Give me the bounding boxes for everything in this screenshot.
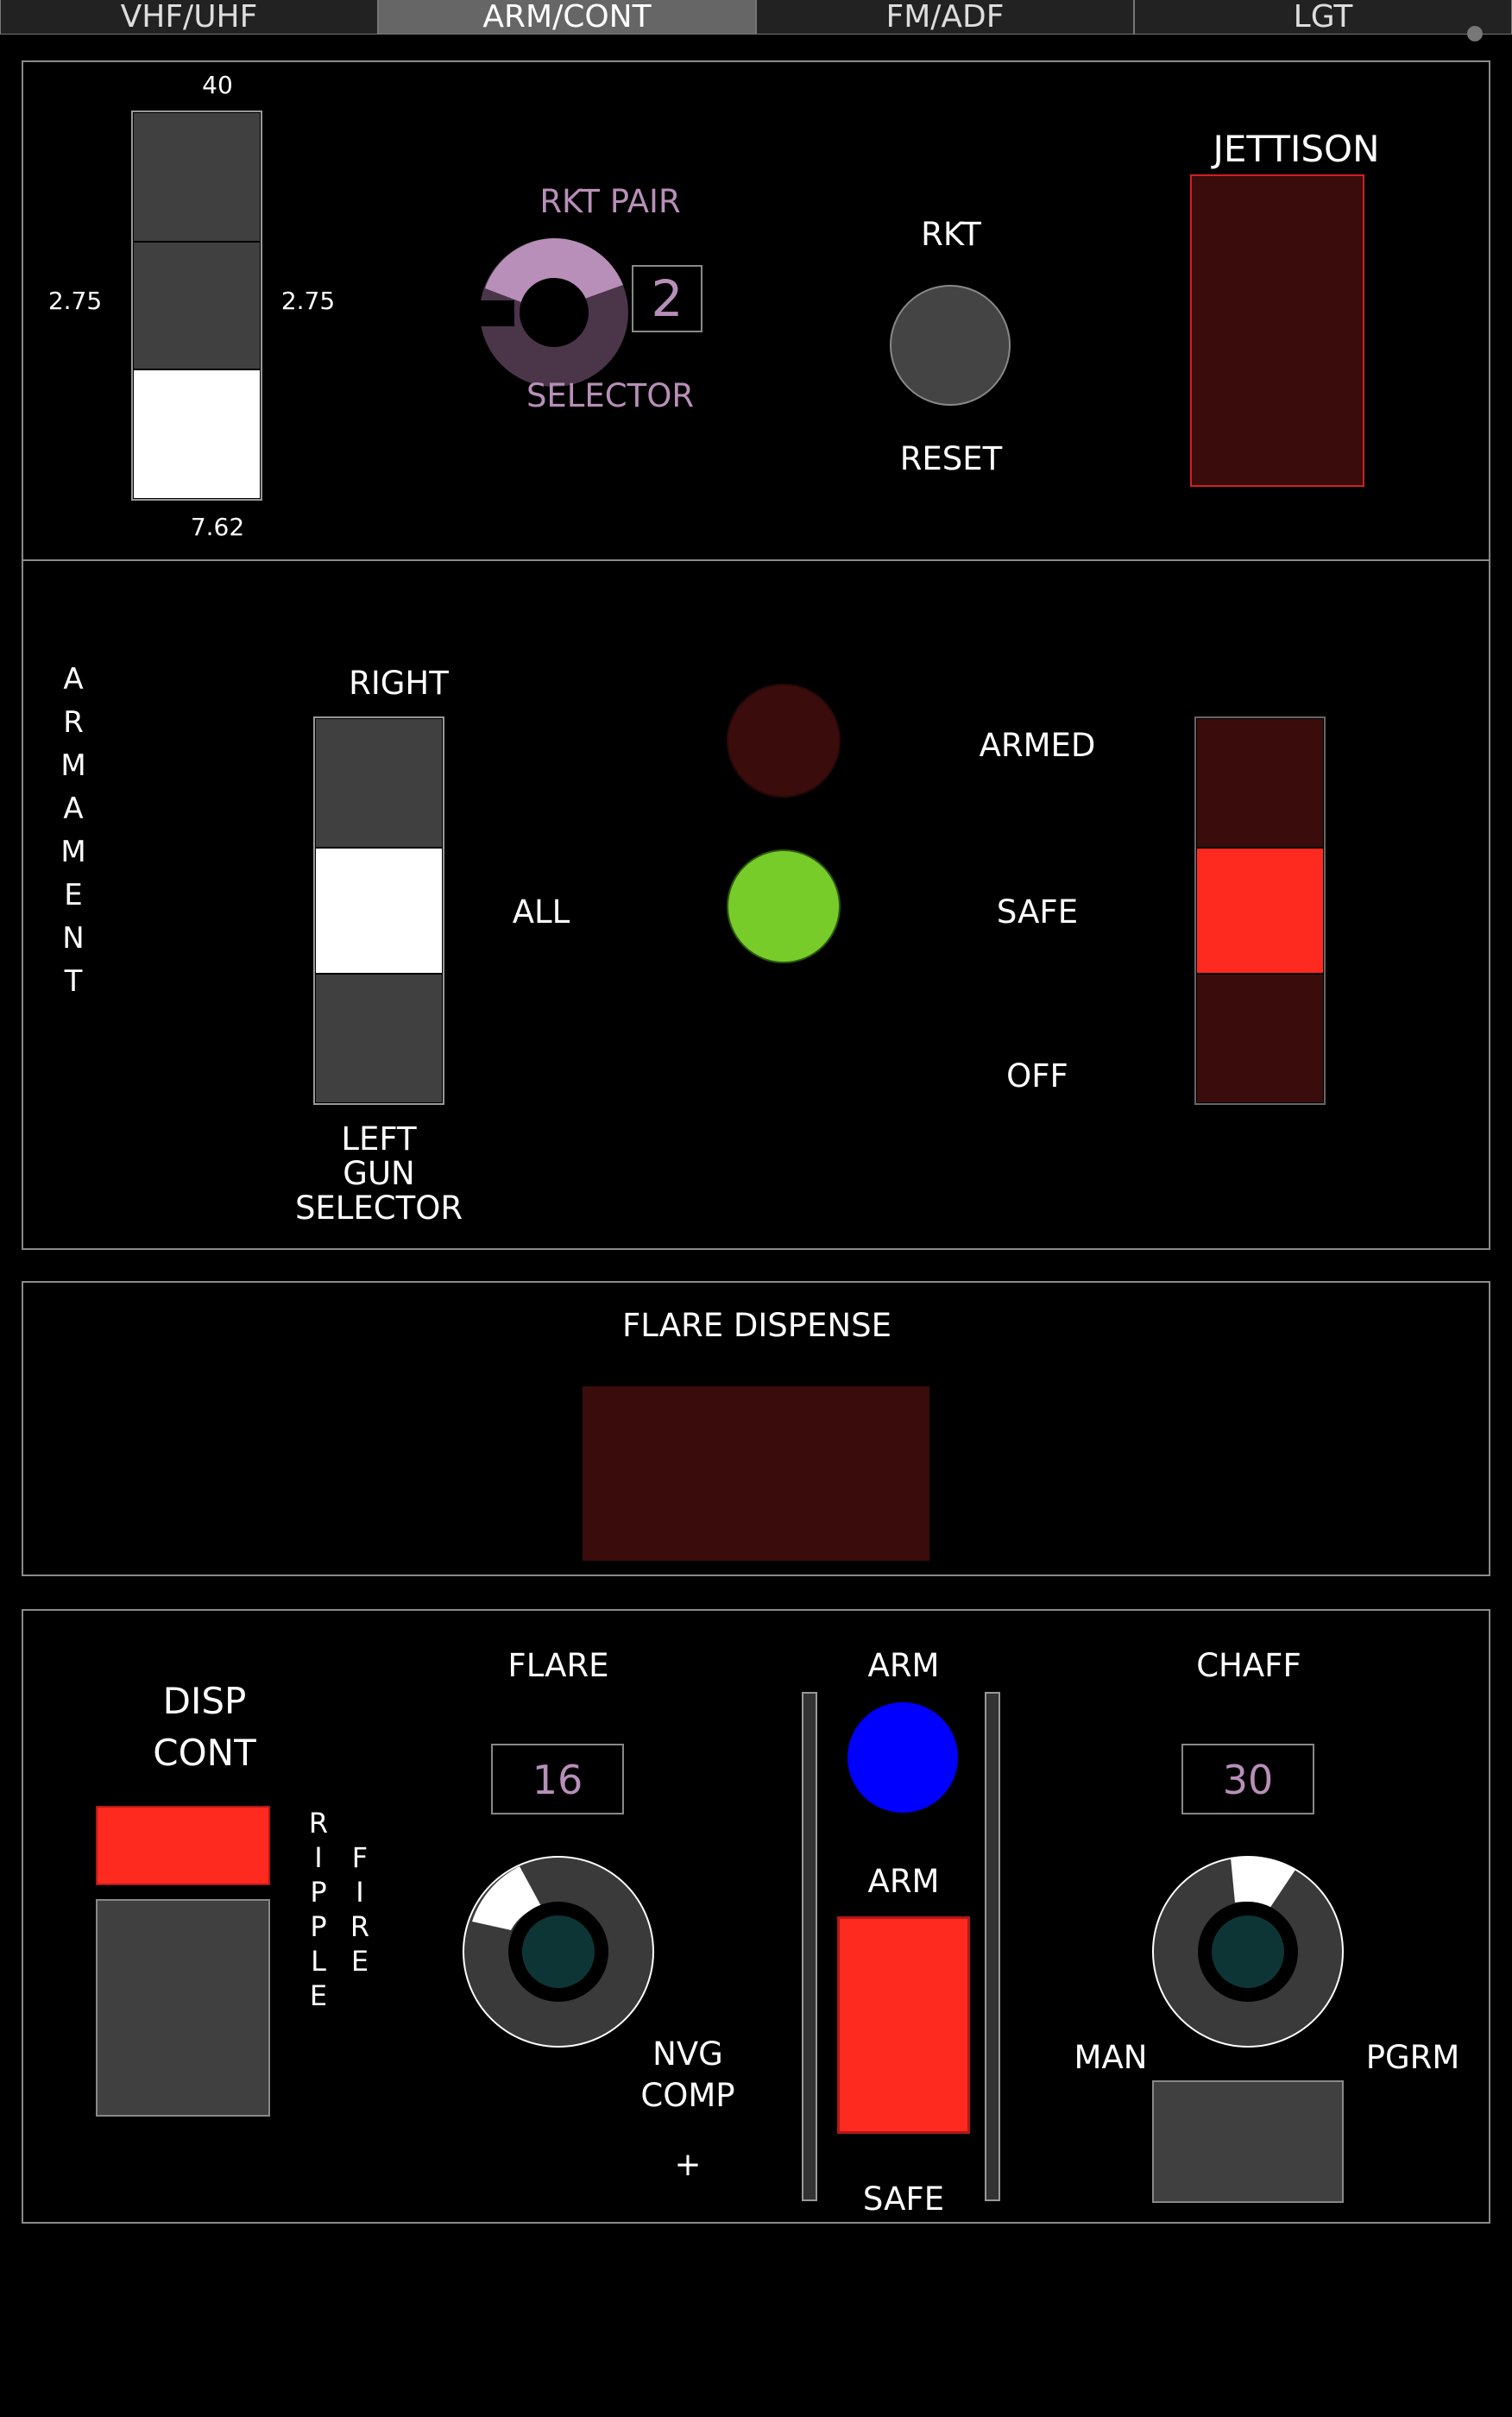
gun-all-label: ALL	[512, 893, 570, 931]
rkt-pair-display: 2	[632, 265, 702, 332]
tab-arm-cont[interactable]: ARM/CONT	[378, 0, 756, 35]
chaff-dispense-button[interactable]	[1152, 2080, 1344, 2203]
rkt-pair-label: RKT PAIR	[539, 183, 681, 220]
rkt-reset-bottom-label: RESET	[899, 440, 1003, 477]
rocket-size-position-275[interactable]	[133, 242, 261, 369]
gun-position-all[interactable]	[315, 848, 443, 974]
gun-right-label: RIGHT	[349, 665, 449, 702]
gun-left-label: LEFT	[341, 1120, 417, 1158]
gun-position-right[interactable]	[315, 718, 443, 848]
disp-cont-label-1: DISP	[162, 1680, 247, 1722]
arm-guard-right	[985, 1692, 1000, 2201]
jettison-label: JETTISON	[1213, 128, 1380, 170]
gun-selector-label-1: GUN	[343, 1155, 415, 1192]
ripple-label: R I P P L E	[308, 1807, 329, 2012]
countermeasure-panel: DISP CONT R I P P L E F I R E FLARE 16 N…	[22, 1609, 1490, 2224]
rkt-reset-button[interactable]	[890, 285, 1011, 406]
disp-cont-ripple-button[interactable]	[96, 1806, 270, 1885]
status-dot	[1467, 26, 1483, 41]
nvg-comp-label-1: NVG	[652, 2035, 723, 2073]
disp-cont-label-2: CONT	[153, 1732, 256, 1774]
gun-position-left[interactable]	[315, 974, 443, 1103]
off-label: OFF	[1006, 1057, 1068, 1095]
gun-selector-switch[interactable]	[313, 716, 444, 1105]
rocket-size-position-40[interactable]	[133, 112, 261, 242]
rocket-size-left-label: 2.75	[47, 287, 103, 315]
rocket-size-switch[interactable]	[131, 110, 262, 501]
plus-label: +	[674, 2146, 702, 2183]
chaff-program-knob[interactable]	[1149, 1852, 1347, 2051]
armament-side-label: A R M A M E N T	[60, 662, 86, 999]
tab-fm-adf[interactable]: FM/ADF	[756, 0, 1134, 35]
rocket-size-right-label: 2.75	[280, 287, 336, 315]
arm-guard-left	[802, 1692, 817, 2201]
rkt-pair-knob[interactable]	[459, 218, 649, 407]
arm-top-label: ARM	[867, 1647, 940, 1684]
rocket-size-bottom-label: 7.62	[190, 513, 245, 541]
chaff-label: CHAFF	[1196, 1647, 1301, 1684]
rkt-reset-top-label: RKT	[921, 216, 981, 253]
tab-bar: VHF/UHF ARM/CONT FM/ADF LGT	[0, 0, 1512, 36]
arm-mid-label: ARM	[867, 1863, 940, 1900]
nvg-comp-label-2: COMP	[640, 2077, 735, 2114]
armament-panel: A R M A M E N T RIGHT ALL LEFT GUN SELEC…	[22, 559, 1490, 1250]
safe-lamp	[727, 849, 841, 963]
master-position-safe[interactable]	[1196, 848, 1324, 974]
tab-lgt[interactable]: LGT	[1134, 0, 1512, 35]
tab-vhf-uhf[interactable]: VHF/UHF	[0, 0, 378, 35]
pgrm-label: PGRM	[1365, 2039, 1460, 2076]
arm-lamp	[847, 1702, 958, 1813]
master-arm-switch[interactable]	[1194, 716, 1326, 1105]
disp-cont-fire-button[interactable]	[96, 1899, 270, 2117]
master-position-armed[interactable]	[1196, 718, 1324, 848]
gun-selector-label-2: SELECTOR	[294, 1190, 463, 1227]
armed-label: ARMED	[979, 727, 1096, 764]
rocket-size-position-762[interactable]	[133, 369, 261, 499]
safe-bottom-label: SAFE	[862, 2180, 945, 2218]
master-position-off[interactable]	[1196, 974, 1324, 1103]
flare-count-display: 16	[491, 1744, 624, 1814]
fire-label: F I R E	[350, 1841, 370, 1978]
arm-safe-switch[interactable]	[837, 1916, 970, 2134]
rkt-pair-selector-label: SELECTOR	[526, 377, 695, 414]
jettison-button[interactable]	[1190, 174, 1364, 487]
flare-dispense-button[interactable]	[583, 1386, 929, 1561]
chaff-count-display: 30	[1181, 1744, 1314, 1814]
flare-dispense-panel: FLARE DISPENSE	[22, 1281, 1490, 1576]
safe-label: SAFE	[996, 893, 1079, 931]
armed-lamp	[727, 684, 841, 798]
rocket-panel: 40 2.75 2.75 7.62 RKT PAIR 2 SELECTOR RK…	[22, 60, 1490, 561]
flare-dispense-title: FLARE DISPENSE	[621, 1307, 892, 1344]
flare-program-knob[interactable]	[459, 1852, 658, 2051]
rocket-size-top-label: 40	[202, 71, 233, 99]
man-label: MAN	[1074, 2039, 1148, 2076]
flare-label: FLARE	[507, 1647, 609, 1684]
